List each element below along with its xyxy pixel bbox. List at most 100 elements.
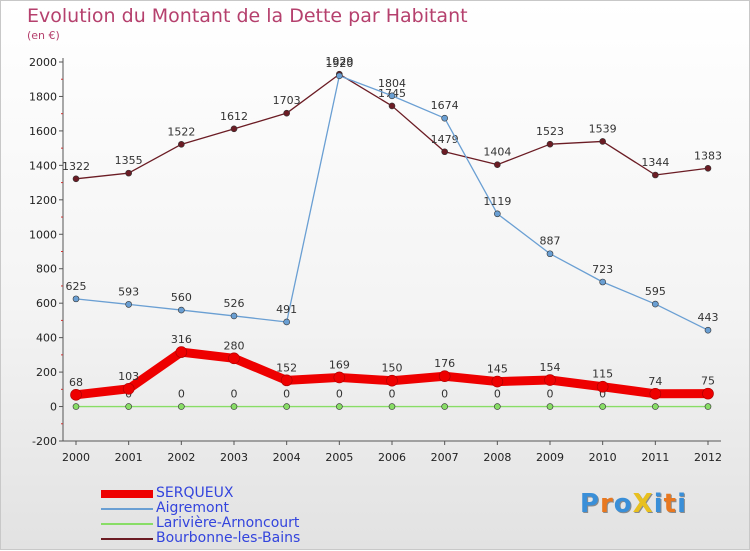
y-tick-label: 2000 <box>29 56 57 69</box>
logo-letter: o <box>613 489 633 519</box>
data-point <box>72 403 80 410</box>
data-label: 145 <box>487 363 508 376</box>
data-label: 1539 <box>589 122 617 135</box>
logo-letter: P <box>579 489 600 519</box>
data-point <box>283 318 290 326</box>
data-point <box>441 148 448 156</box>
data-point <box>72 295 80 303</box>
data-point <box>599 278 606 286</box>
data-label: 154 <box>540 361 561 374</box>
data-label: 0 <box>336 388 343 401</box>
legend-label: Aigremont <box>156 500 229 516</box>
data-label: 150 <box>382 362 403 375</box>
data-label: 280 <box>224 339 245 352</box>
y-tick-label: 0 <box>50 401 57 414</box>
chart-legend: SERQUEUX Aigremont Larivière-Arnoncourt Bou… <box>101 486 300 546</box>
data-label: 443 <box>698 311 719 324</box>
data-point <box>546 250 554 258</box>
data-point <box>388 403 396 410</box>
data-label: 560 <box>171 291 192 304</box>
data-point <box>230 403 238 410</box>
legend-label: Bourbonne-les-Bains <box>156 530 301 546</box>
y-tick-label: 400 <box>36 332 57 345</box>
data-label: 1703 <box>273 94 301 107</box>
logo-letter: X <box>632 489 654 519</box>
data-point <box>388 102 396 110</box>
data-point <box>546 140 554 148</box>
x-tick-label: 2008 <box>483 451 511 464</box>
x-tick-label: 2009 <box>536 451 564 464</box>
data-label: 169 <box>329 358 350 371</box>
data-label: 152 <box>276 361 297 374</box>
y-tick-label: 1800 <box>29 90 57 103</box>
data-label: 526 <box>224 297 245 310</box>
data-label: 887 <box>540 235 561 248</box>
y-tick-label: 600 <box>36 297 57 310</box>
data-point <box>72 175 80 183</box>
data-point <box>178 141 185 148</box>
data-label: 1355 <box>115 154 143 167</box>
data-point <box>702 387 714 400</box>
data-point <box>441 114 448 122</box>
y-tick-label: 1400 <box>29 159 57 172</box>
data-point <box>599 138 606 145</box>
data-point <box>652 403 659 410</box>
x-tick-label: 2002 <box>167 451 195 464</box>
data-point <box>283 109 290 117</box>
data-point <box>122 383 135 395</box>
x-tick-label: 2012 <box>694 451 722 464</box>
data-label: 1804 <box>378 77 406 90</box>
x-tick-label: 2011 <box>641 451 669 464</box>
x-tick-label: 2004 <box>273 451 301 464</box>
data-label: 0 <box>494 388 501 401</box>
data-label: 0 <box>441 388 448 401</box>
data-point <box>494 403 501 410</box>
data-point <box>704 403 712 410</box>
data-point <box>336 72 343 80</box>
legend-swatch <box>101 489 153 498</box>
data-point <box>599 403 606 410</box>
x-tick-label: 2006 <box>378 451 406 464</box>
data-label: 74 <box>648 375 662 388</box>
data-point <box>652 171 659 179</box>
data-label: 1404 <box>483 146 511 159</box>
data-label: 1344 <box>641 156 669 169</box>
chart-subtitle: (en €) <box>27 29 60 42</box>
legend-label: SERQUEUX <box>156 485 234 501</box>
logo-letter: r <box>599 489 614 519</box>
chart-title: Evolution du Montant de la Dette par Hab… <box>27 5 468 27</box>
data-point <box>596 380 609 393</box>
data-label: 0 <box>599 388 606 401</box>
data-label: 1674 <box>431 99 459 112</box>
y-tick-label: 200 <box>36 366 57 379</box>
data-point <box>494 210 501 218</box>
data-label: 176 <box>434 357 455 370</box>
data-point <box>494 161 501 168</box>
data-point <box>438 370 451 383</box>
data-point <box>388 92 396 100</box>
legend-label: Larivière-Arnoncourt <box>156 515 300 531</box>
data-point <box>70 389 82 401</box>
data-label: 0 <box>283 388 290 401</box>
data-point <box>649 387 662 400</box>
data-point <box>228 352 240 365</box>
data-point <box>336 403 343 410</box>
data-point <box>230 125 238 133</box>
data-label: 1479 <box>431 133 459 146</box>
x-tick-label: 2005 <box>325 451 353 464</box>
proxiti-logo: ProXiti <box>580 489 687 519</box>
data-label: 0 <box>178 388 185 401</box>
data-label: 1322 <box>62 160 90 173</box>
data-point <box>178 306 185 314</box>
data-label: 0 <box>389 388 396 401</box>
data-point <box>704 164 712 172</box>
data-label: 1920 <box>325 57 353 70</box>
data-label: 68 <box>69 376 83 389</box>
data-point <box>125 403 132 410</box>
y-tick-label: 1000 <box>29 228 57 241</box>
data-point <box>491 375 504 388</box>
data-point <box>546 403 554 410</box>
data-point <box>652 300 659 308</box>
data-label: 1612 <box>220 110 248 123</box>
